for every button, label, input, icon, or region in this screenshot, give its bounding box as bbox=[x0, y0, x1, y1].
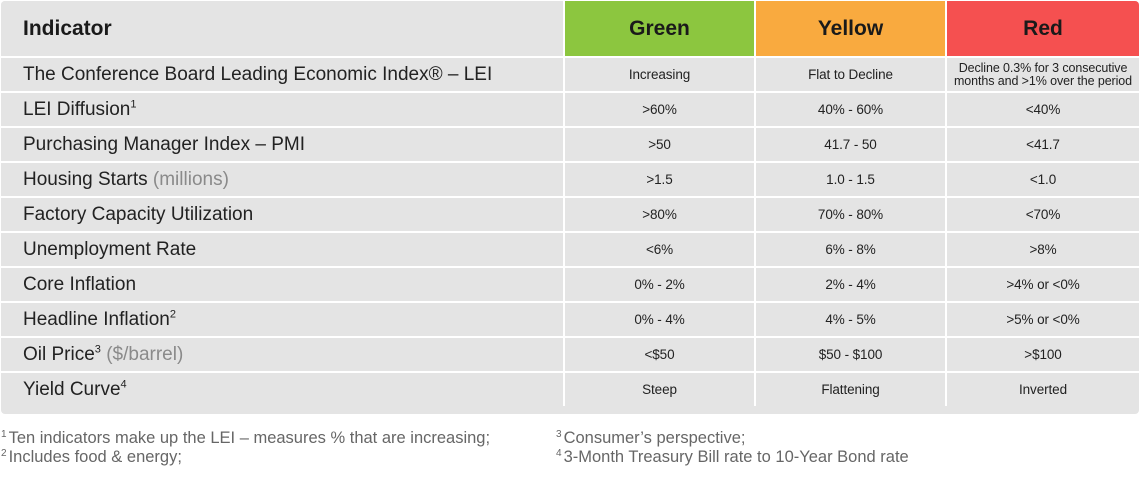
red-threshold: <1.0 bbox=[947, 163, 1139, 198]
economic-indicators-table-container: Indicator Green Yellow Red The Conferenc… bbox=[1, 1, 1139, 414]
table-row: Yield Curve4 Steep Flattening Inverted bbox=[1, 373, 1139, 406]
footnote-mark: 4 bbox=[556, 447, 562, 459]
yellow-threshold: 41.7 - 50 bbox=[756, 128, 947, 163]
table-row: The Conference Board Leading Economic In… bbox=[1, 58, 1139, 93]
footnote-text: Includes food & energy; bbox=[8, 448, 182, 466]
indicator-name-cell: Yield Curve4 bbox=[1, 373, 565, 406]
table-row: Purchasing Manager Index – PMI >50 41.7 … bbox=[1, 128, 1139, 163]
red-threshold: <70% bbox=[947, 198, 1139, 233]
footnote: 4 3-Month Treasury Bill rate to 10-Year B… bbox=[556, 448, 909, 467]
yellow-threshold: 4% - 5% bbox=[756, 303, 947, 338]
economic-indicators-table: Indicator Green Yellow Red The Conferenc… bbox=[1, 1, 1139, 406]
yellow-threshold: 40% - 60% bbox=[756, 93, 947, 128]
red-threshold: >$100 bbox=[947, 338, 1139, 373]
green-threshold: >80% bbox=[565, 198, 756, 233]
indicator-name: Yield Curve bbox=[23, 378, 121, 400]
table-row: Factory Capacity Utilization >80% 70% - … bbox=[1, 198, 1139, 233]
footnote-marker: 1 bbox=[130, 98, 137, 111]
green-threshold: Increasing bbox=[565, 58, 756, 93]
indicator-name-cell: Housing Starts (millions) bbox=[1, 163, 565, 198]
indicator-name: Headline Inflation bbox=[23, 308, 170, 330]
indicator-name-cell: Headline Inflation2 bbox=[1, 303, 565, 338]
indicator-name-cell: Oil Price3 ($/barrel) bbox=[1, 338, 565, 373]
indicator-name-cell: Factory Capacity Utilization bbox=[1, 198, 565, 233]
header-green: Green bbox=[565, 1, 756, 58]
green-threshold: >1.5 bbox=[565, 163, 756, 198]
indicator-name: Purchasing Manager Index – PMI bbox=[23, 133, 305, 155]
table-row: LEI Diffusion1 >60% 40% - 60% <40% bbox=[1, 93, 1139, 128]
yellow-threshold: 2% - 4% bbox=[756, 268, 947, 303]
footnote: 3 Consumer’s perspective; bbox=[556, 429, 909, 448]
indicator-name-cell: Purchasing Manager Index – PMI bbox=[1, 128, 565, 163]
table-row: Headline Inflation2 0% - 4% 4% - 5% >5% … bbox=[1, 303, 1139, 338]
indicator-name-cell: Core Inflation bbox=[1, 268, 565, 303]
footnote-mark: 2 bbox=[1, 447, 7, 459]
footnote: 1 Ten indicators make up the LEI – measur… bbox=[1, 429, 490, 448]
green-threshold: 0% - 2% bbox=[565, 268, 756, 303]
header-indicator: Indicator bbox=[1, 1, 565, 58]
footnotes-left: 1 Ten indicators make up the LEI – measur… bbox=[1, 429, 490, 467]
table-row: Core Inflation 0% - 2% 2% - 4% >4% or <0… bbox=[1, 268, 1139, 303]
indicator-name: Oil Price bbox=[23, 343, 95, 365]
indicator-name-cell: The Conference Board Leading Economic In… bbox=[1, 58, 565, 93]
footnote-marker: 2 bbox=[169, 308, 176, 321]
footnote-text: Ten indicators make up the LEI – measure… bbox=[8, 429, 491, 447]
green-threshold: 0% - 4% bbox=[565, 303, 756, 338]
green-threshold: Steep bbox=[565, 373, 756, 406]
indicator-unit: (millions) bbox=[152, 168, 229, 190]
footnote-marker: 3 bbox=[94, 343, 101, 356]
red-threshold: >4% or <0% bbox=[947, 268, 1139, 303]
green-threshold: >60% bbox=[565, 93, 756, 128]
table-row: Unemployment Rate <6% 6% - 8% >8% bbox=[1, 233, 1139, 268]
yellow-threshold: $50 - $100 bbox=[756, 338, 947, 373]
red-threshold: Decline 0.3% for 3 consecutive months an… bbox=[947, 58, 1139, 93]
green-threshold: <6% bbox=[565, 233, 756, 268]
indicator-unit: ($/barrel) bbox=[106, 343, 184, 365]
red-threshold: >8% bbox=[947, 233, 1139, 268]
footnote-marker: 4 bbox=[120, 378, 127, 391]
header-red: Red bbox=[947, 1, 1139, 58]
table-header-row: Indicator Green Yellow Red bbox=[1, 1, 1139, 58]
red-threshold: >5% or <0% bbox=[947, 303, 1139, 338]
yellow-threshold: Flattening bbox=[756, 373, 947, 406]
footnote-mark: 1 bbox=[1, 428, 7, 440]
header-yellow: Yellow bbox=[756, 1, 947, 58]
indicator-name: LEI Diffusion bbox=[23, 98, 131, 120]
green-threshold: <$50 bbox=[565, 338, 756, 373]
red-threshold: <41.7 bbox=[947, 128, 1139, 163]
indicator-name: Unemployment Rate bbox=[23, 238, 197, 260]
footnote-text: Consumer’s perspective; bbox=[563, 429, 746, 447]
red-threshold: Inverted bbox=[1019, 382, 1067, 397]
indicator-name-cell: Unemployment Rate bbox=[1, 233, 565, 268]
yellow-threshold: 1.0 - 1.5 bbox=[756, 163, 947, 198]
table-row: Housing Starts (millions) >1.5 1.0 - 1.5… bbox=[1, 163, 1139, 198]
footnotes-right: 3 Consumer’s perspective; 4 3-Month Treasu… bbox=[556, 429, 909, 467]
indicator-name-cell: LEI Diffusion1 bbox=[1, 93, 565, 128]
green-threshold: >50 bbox=[565, 128, 756, 163]
indicator-name: The Conference Board Leading Economic In… bbox=[23, 63, 493, 85]
indicator-name: Core Inflation bbox=[23, 273, 137, 295]
indicator-name: Housing Starts bbox=[23, 168, 148, 190]
footnote: 2 Includes food & energy; bbox=[1, 448, 490, 467]
indicator-name: Factory Capacity Utilization bbox=[23, 203, 254, 225]
yellow-threshold: 6% - 8% bbox=[756, 233, 947, 268]
footnote-text: 3-Month Treasury Bill rate to 10-Year Bo… bbox=[563, 448, 909, 466]
red-threshold: <40% bbox=[947, 93, 1139, 128]
yellow-threshold: Flat to Decline bbox=[756, 58, 947, 93]
footnote-mark: 3 bbox=[556, 428, 562, 440]
yellow-threshold: 70% - 80% bbox=[756, 198, 947, 233]
table-row: Oil Price3 ($/barrel) <$50 $50 - $100 >$… bbox=[1, 338, 1139, 373]
